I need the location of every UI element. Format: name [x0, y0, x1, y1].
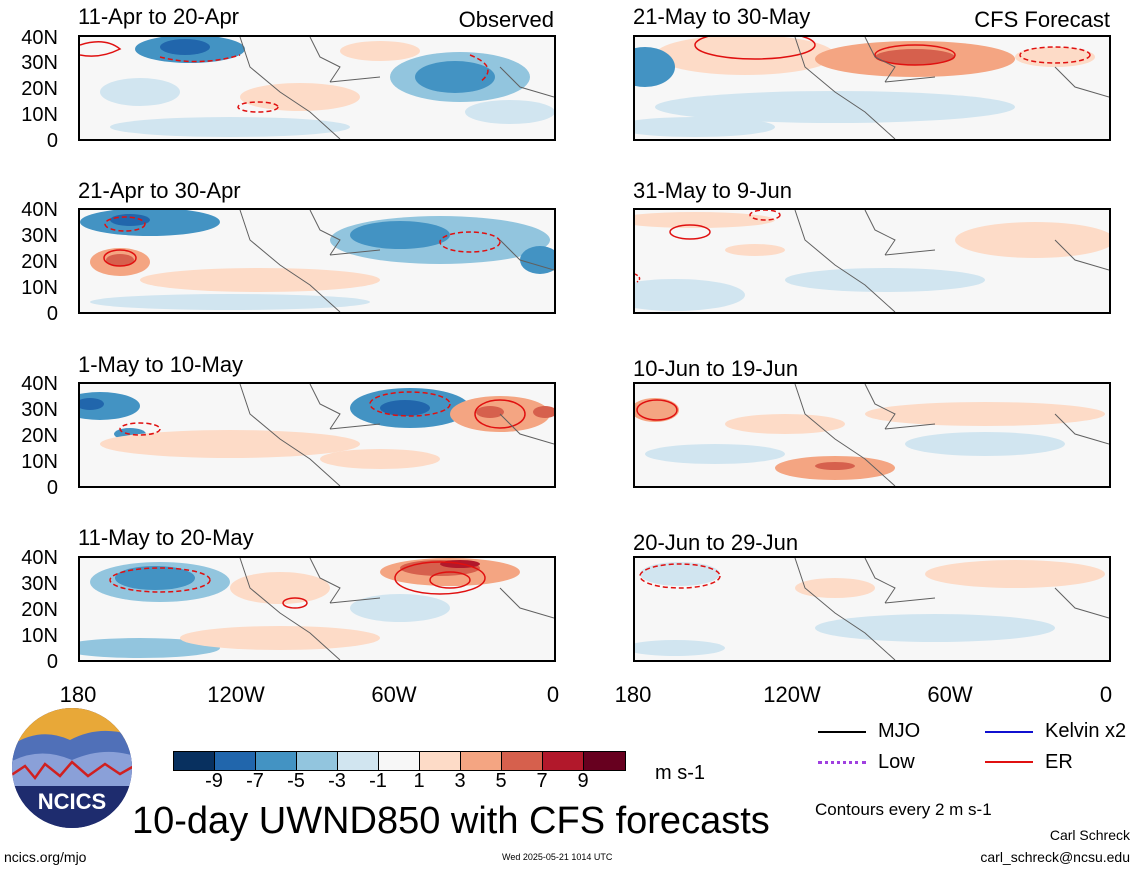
colorbar-tick: 5: [495, 770, 507, 792]
colorbar-swatch: [215, 752, 256, 770]
colorbar-swatch: [461, 752, 502, 770]
map-panel-obs-4: [78, 556, 556, 662]
colorbar-swatch: [502, 752, 543, 770]
panel-title-obs-4: 11-May to 20-May: [78, 525, 254, 550]
panel-title-obs-2: 21-Apr to 30-Apr: [78, 178, 241, 203]
lat-label: 10N: [21, 625, 58, 647]
colorbar-tick: 3: [454, 770, 466, 792]
lat-label: 40N: [21, 199, 58, 221]
email: carl_schreck@ncsu.edu: [980, 849, 1130, 865]
legend-label-low: Low: [878, 751, 915, 773]
lat-label: 30N: [21, 573, 58, 595]
colorbar-tick: -7: [246, 770, 264, 792]
panel-title-obs-1: 11-Apr to 20-Apr: [78, 4, 240, 29]
map-panel-obs-3: [78, 382, 556, 488]
lat-label: 0: [46, 303, 58, 325]
legend-swatch-er: [985, 761, 1033, 763]
colorbar-tick: -5: [287, 770, 305, 792]
lon-label: 180: [614, 682, 652, 707]
legend-swatch-mjo: [818, 731, 866, 733]
contour-note: Contours every 2 m s-1: [815, 800, 992, 819]
author: Carl Schreck: [1049, 827, 1130, 843]
panel-title-fcst-1: 21-May to 30-May: [633, 4, 811, 29]
lat-label: 10N: [21, 104, 58, 126]
lat-label: 30N: [21, 399, 58, 421]
colorbar-swatch: [379, 752, 420, 770]
lat-label: 20N: [21, 78, 58, 100]
map-panel-fcst-2: [633, 208, 1111, 314]
lat-label: 40N: [21, 547, 58, 569]
panel-title-obs-3: 1-May to 10-May: [78, 352, 244, 377]
lon-label: 180: [59, 682, 97, 707]
panel-title-fcst-3: 10-Jun to 19-Jun: [633, 356, 799, 381]
lat-label: 20N: [21, 599, 58, 621]
legend-swatch-kelvin: [985, 731, 1033, 733]
panel-title-fcst-4: 20-Jun to 29-Jun: [633, 530, 799, 555]
cfs-forecast-header: CFS Forecast: [974, 7, 1110, 32]
lat-label: 0: [46, 130, 58, 152]
ncics-logo: NCICS: [10, 706, 134, 830]
colorbar-swatch: [338, 752, 379, 770]
colorbar-swatch: [584, 752, 625, 770]
colorbar-units: m s-1: [655, 762, 705, 784]
colorbar-tick: 1: [413, 770, 425, 792]
map-panel-obs-2: [78, 208, 556, 314]
lat-label: 20N: [21, 251, 58, 273]
colorbar-swatch: [297, 752, 338, 770]
colorbar-tick: -3: [328, 770, 346, 792]
lat-label: 20N: [21, 425, 58, 447]
panel-title-fcst-2: 31-May to 9-Jun: [633, 178, 792, 203]
observed-header: Observed: [458, 7, 554, 32]
lat-label: 40N: [21, 27, 58, 49]
lat-label: 30N: [21, 52, 58, 74]
legend-swatch-low: [818, 761, 866, 764]
lon-label: 60W: [927, 682, 973, 707]
lat-label: 40N: [21, 373, 58, 395]
site-url: ncics.org/mjo: [4, 849, 87, 865]
lat-label: 10N: [21, 277, 58, 299]
legend-label-er: ER: [1045, 751, 1073, 773]
map-panel-fcst-3: [633, 382, 1111, 488]
lon-label: 120W: [207, 682, 265, 707]
lon-label: 120W: [763, 682, 821, 707]
legend-label-kelvin: Kelvin x2: [1045, 720, 1127, 742]
lat-label: 0: [46, 477, 58, 499]
colorbar-swatch: [174, 752, 215, 770]
map-panel-fcst-1: [633, 35, 1111, 141]
timestamp: Wed 2025-05-21 1014 UTC: [502, 852, 613, 862]
map-panel-fcst-4: [633, 556, 1111, 662]
lat-label: 10N: [21, 451, 58, 473]
colorbar-tick: -1: [369, 770, 387, 792]
lon-label: 0: [546, 682, 560, 707]
colorbar: [173, 751, 626, 771]
colorbar-tick: 9: [577, 770, 589, 792]
main-title: 10-day UWND850 with CFS forecasts: [132, 800, 770, 842]
logo-text: NCICS: [38, 789, 106, 814]
colorbar-swatch: [256, 752, 297, 770]
colorbar-tick: 7: [536, 770, 548, 792]
lat-label: 30N: [21, 225, 58, 247]
colorbar-swatch: [543, 752, 584, 770]
lat-label: 0: [46, 651, 58, 673]
lon-label: 0: [1099, 682, 1113, 707]
map-panel-obs-1: [78, 35, 556, 141]
colorbar-swatch: [420, 752, 461, 770]
legend-label-mjo: MJO: [878, 720, 921, 742]
lon-label: 60W: [371, 682, 417, 707]
colorbar-tick: -9: [205, 770, 223, 792]
